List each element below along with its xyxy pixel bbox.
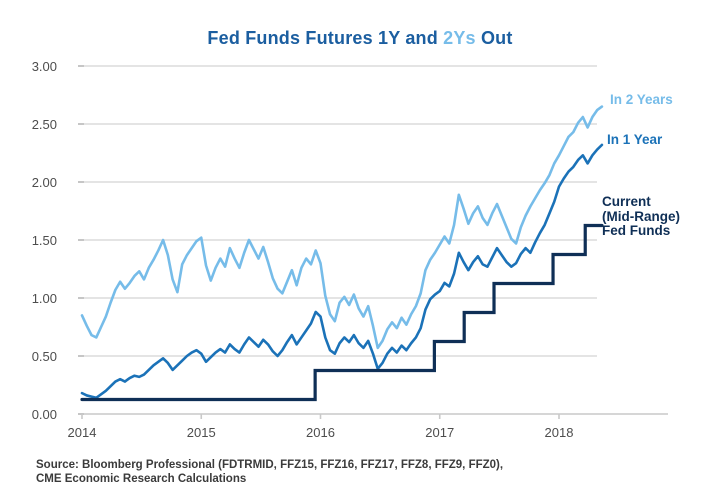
chart-title-part-dark-2: Out bbox=[475, 28, 513, 48]
y-axis-tick-label: 1.50 bbox=[31, 233, 57, 248]
chart-title-part-dark: Fed Funds Futures 1Y and bbox=[207, 28, 444, 48]
x-axis-tick-label: 2018 bbox=[544, 425, 574, 440]
source-note: Source: Bloomberg Professional (FDTRMID,… bbox=[36, 459, 503, 486]
chart-title: Fed Funds Futures 1Y and 2Ys Out bbox=[0, 28, 720, 49]
x-axis-tick-label: 2014 bbox=[67, 425, 97, 440]
x-axis-tick-label: 2016 bbox=[306, 425, 335, 440]
legend-label-in-1-year: In 1 Year bbox=[607, 132, 663, 148]
legend-label-in-2-years: In 2 Years bbox=[610, 92, 673, 108]
x-axis-tick-label: 2015 bbox=[186, 425, 216, 440]
y-axis-tick-label: 2.00 bbox=[31, 175, 57, 190]
x-axis-tick-label: 2017 bbox=[425, 425, 455, 440]
series-line-in-1-year bbox=[80, 143, 604, 400]
source-line-1: Source: Bloomberg Professional (FDTRMID,… bbox=[36, 459, 504, 471]
legend-label-line: Current bbox=[602, 194, 651, 209]
y-axis-tick-label: 1.00 bbox=[31, 291, 57, 306]
y-axis-tick-label: 3.00 bbox=[31, 59, 57, 74]
legend-label-current-mid-range-fed-funds: Current (Mid-Range) Fed Funds bbox=[602, 194, 680, 239]
y-axis-tick-label: 0.50 bbox=[31, 349, 57, 364]
chart-title-part-highlight: 2Ys bbox=[443, 28, 476, 48]
series-line-in-2-years bbox=[80, 105, 604, 350]
legend-label-line: In 2 Years bbox=[610, 92, 673, 107]
y-axis-tick-label: 0.00 bbox=[31, 407, 57, 422]
y-axis-tick-label: 2.50 bbox=[31, 117, 57, 132]
series-line-current-mid-range-fed-funds bbox=[80, 223, 604, 402]
legend-label-line: (Mid-Range) bbox=[602, 208, 680, 224]
legend-label-line: In 1 Year bbox=[607, 132, 663, 147]
legend-label-line: Fed Funds bbox=[602, 223, 671, 238]
source-line-2: CME Economic Research Calculations bbox=[36, 472, 247, 485]
